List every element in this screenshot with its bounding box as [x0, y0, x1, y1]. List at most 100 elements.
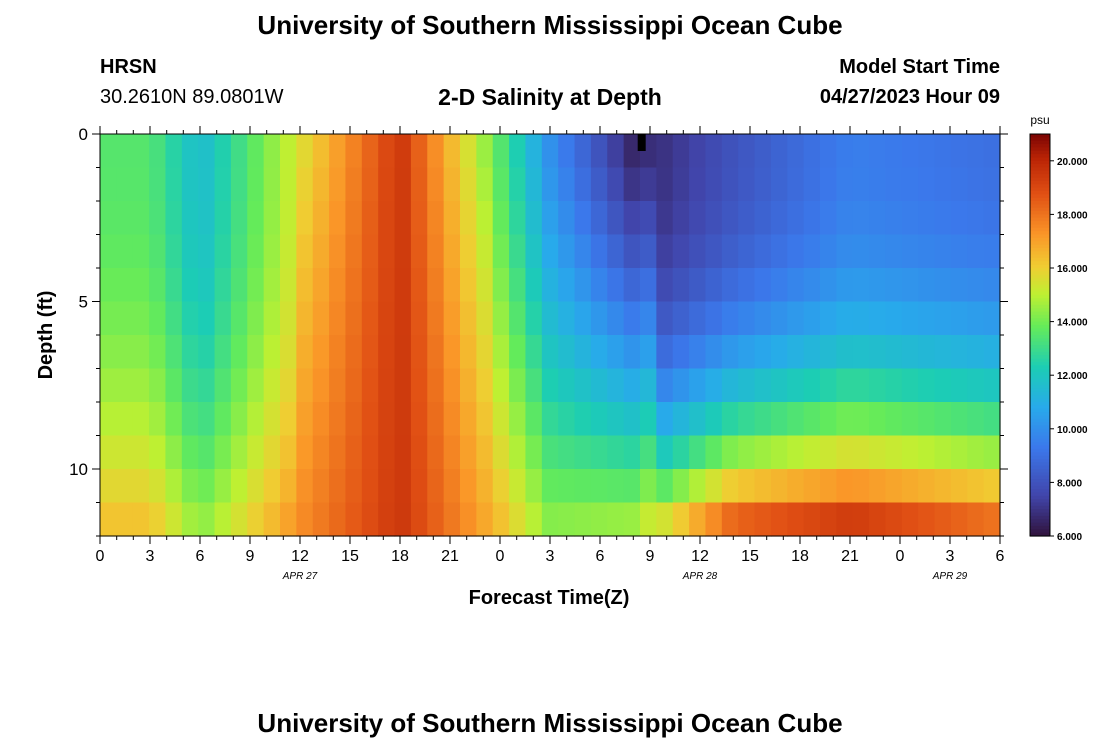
- colorbar-segment: [1030, 331, 1050, 336]
- heatmap-cell: [296, 234, 314, 269]
- heatmap-cell: [132, 435, 150, 470]
- heatmap-cell: [787, 268, 805, 303]
- heatmap-cell: [296, 167, 314, 202]
- heatmap-cell: [492, 167, 510, 202]
- heatmap-cell: [132, 502, 150, 537]
- heatmap-cell: [820, 134, 837, 169]
- heatmap-cell: [672, 201, 690, 236]
- heatmap-cell: [427, 301, 445, 336]
- heatmap-cell: [574, 402, 592, 437]
- colorbar-segment: [1030, 211, 1050, 215]
- heatmap-cell: [869, 301, 887, 336]
- heatmap-cell: [705, 301, 723, 336]
- heatmap-cell: [132, 268, 150, 303]
- heatmap-cell: [820, 335, 837, 370]
- heatmap-cell: [329, 402, 347, 437]
- heatmap-cell: [852, 402, 870, 437]
- heatmap-cell: [787, 167, 805, 202]
- heatmap-cell: [345, 301, 363, 336]
- colorbar-segment: [1030, 184, 1050, 189]
- heatmap-cell: [460, 167, 477, 202]
- heatmap-cell: [165, 234, 183, 269]
- heatmap-cell: [263, 435, 281, 470]
- heatmap-cell: [116, 435, 134, 470]
- heatmap-cell: [656, 167, 674, 202]
- heatmap-cell: [181, 435, 199, 470]
- heatmap-cell: [312, 469, 330, 504]
- heatmap-cell: [394, 435, 412, 470]
- heatmap-cell: [705, 502, 723, 537]
- heatmap-cell: [836, 368, 854, 403]
- heatmap-cell: [705, 268, 723, 303]
- colorbar-segment: [1030, 314, 1050, 319]
- heatmap-cell: [770, 201, 788, 236]
- heatmap-cell: [280, 402, 297, 437]
- heatmap-cell: [901, 402, 919, 437]
- colorbar-segment: [1030, 207, 1050, 212]
- heatmap-cell: [787, 435, 805, 470]
- colorbar-segment: [1030, 422, 1050, 427]
- heatmap-cell: [934, 502, 952, 537]
- heatmap-cell: [296, 435, 314, 470]
- heatmap-cell: [738, 134, 756, 169]
- heatmap-cell: [460, 301, 477, 336]
- heatmap-cell: [836, 201, 854, 236]
- heatmap-cell: [558, 368, 576, 403]
- x-tick-label: 0: [896, 548, 905, 565]
- colorbar-segment: [1030, 378, 1050, 383]
- heatmap-cell: [345, 368, 363, 403]
- colorbar-segment: [1030, 398, 1050, 403]
- heatmap-cell: [378, 201, 396, 236]
- heatmap-cell: [329, 368, 347, 403]
- colorbar-tick-label: 6.000: [1057, 532, 1082, 543]
- heatmap-cell: [247, 301, 265, 336]
- heatmap-cell: [754, 301, 772, 336]
- heatmap-cell: [770, 469, 788, 504]
- colorbar-segment: [1030, 472, 1050, 477]
- heatmap-cell: [525, 134, 543, 169]
- heatmap-cell: [574, 469, 592, 504]
- heatmap-cell: [427, 402, 445, 437]
- heatmap-cell: [541, 402, 559, 437]
- colorbar-segment: [1030, 224, 1050, 229]
- heatmap-cell: [590, 268, 608, 303]
- heatmap-cell: [836, 335, 854, 370]
- heatmap-cell: [329, 301, 347, 336]
- heatmap-cell: [149, 469, 167, 504]
- colorbar-segment: [1030, 194, 1050, 199]
- heatmap-cell: [623, 134, 641, 169]
- colorbar-segment: [1030, 241, 1050, 246]
- heatmap-cell: [640, 167, 657, 202]
- heatmap-cell: [967, 469, 985, 504]
- colorbar-segment: [1030, 301, 1050, 306]
- heatmap-cell: [198, 469, 216, 504]
- heatmap-cell: [509, 502, 527, 537]
- heatmap-cell: [918, 167, 936, 202]
- colorbar-tick-label: 18.000: [1057, 210, 1088, 221]
- heatmap-cell: [116, 469, 134, 504]
- heatmap-cell: [803, 368, 821, 403]
- station-coords: 30.2610N 89.0801W: [100, 86, 284, 108]
- heatmap-cell: [247, 167, 265, 202]
- colorbar-segment: [1030, 227, 1050, 232]
- colorbar-segment: [1030, 522, 1050, 527]
- heatmap-cell: [901, 469, 919, 504]
- heatmap-cell: [361, 301, 379, 336]
- heatmap-cell: [263, 469, 281, 504]
- heatmap-cell: [394, 268, 412, 303]
- heatmap-cell: [247, 469, 265, 504]
- heatmap-cell: [754, 134, 772, 169]
- colorbar-segment: [1030, 435, 1050, 440]
- heatmap-cell: [656, 435, 674, 470]
- heatmap-cell: [656, 335, 674, 370]
- heatmap-cell: [803, 134, 821, 169]
- heatmap-cell: [901, 435, 919, 470]
- heatmap-cell: [836, 234, 854, 269]
- heatmap-cell: [705, 134, 723, 169]
- heatmap-cell: [590, 301, 608, 336]
- colorbar-segment: [1030, 221, 1050, 226]
- heatmap-cell: [967, 201, 985, 236]
- heatmap-cell: [410, 301, 428, 336]
- heatmap-cell: [558, 469, 576, 504]
- heatmap-cell: [541, 368, 559, 403]
